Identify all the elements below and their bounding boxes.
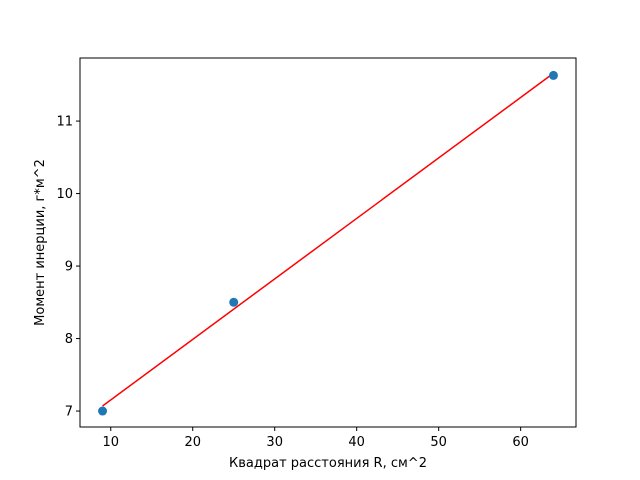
x-tick-label: 40 <box>348 435 365 450</box>
fit-line <box>102 72 554 407</box>
x-axis-label: Квадрат расстояния R, см^2 <box>229 456 427 471</box>
x-tick-label: 60 <box>512 435 529 450</box>
x-tick-label: 50 <box>430 435 447 450</box>
x-axis-ticks: 10 20 30 40 50 60 <box>102 427 529 450</box>
plot-frame <box>79 57 577 428</box>
x-tick-label: 20 <box>184 435 201 450</box>
data-point <box>229 297 239 307</box>
y-tick-label: 7 <box>65 405 73 420</box>
data-point <box>98 406 108 416</box>
y-tick-label: 9 <box>65 260 73 275</box>
y-tick-label: 10 <box>56 187 73 202</box>
x-tick-label: 30 <box>266 435 283 450</box>
y-axis-ticks: 7 8 9 10 11 <box>56 115 80 420</box>
plot-area <box>98 70 558 416</box>
data-point <box>548 70 558 80</box>
x-tick-label: 10 <box>102 435 119 450</box>
y-tick-label: 8 <box>65 332 73 347</box>
y-axis-label: Момент инерции, г*м^2 <box>33 159 48 326</box>
y-tick-label: 11 <box>56 115 73 130</box>
